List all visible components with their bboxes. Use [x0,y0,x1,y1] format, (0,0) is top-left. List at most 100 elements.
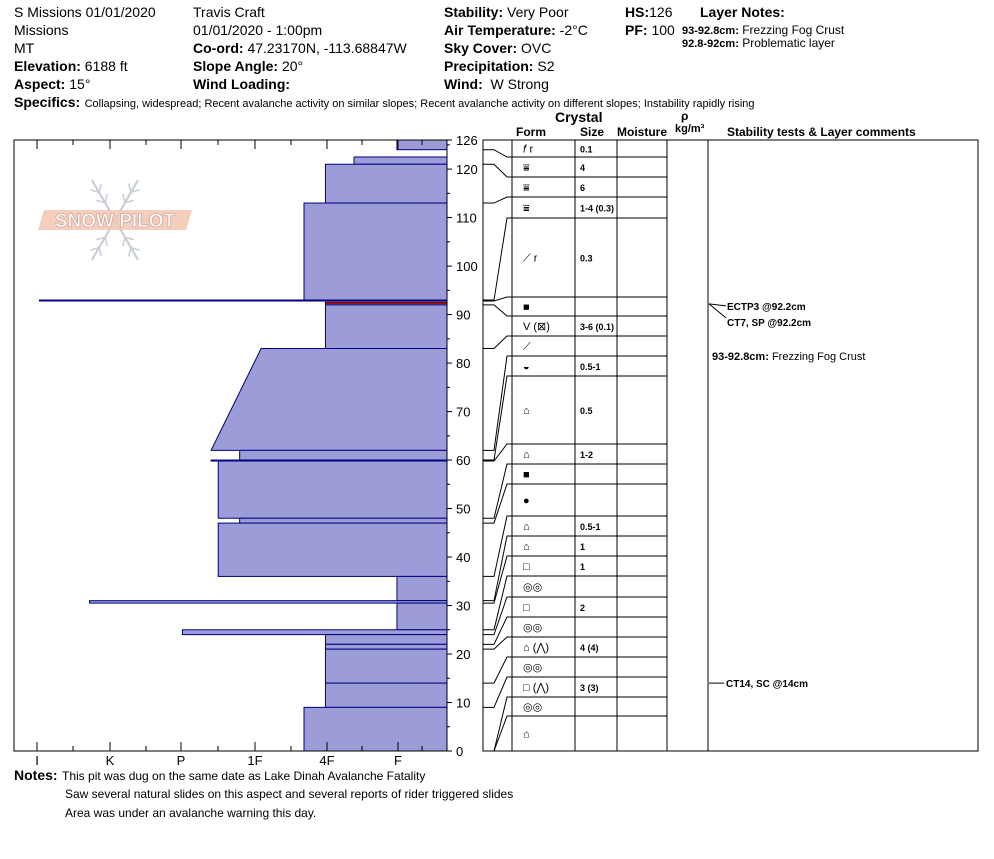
layer-comment-text: Frezzing Fog Crust [772,351,866,363]
hardness-layer [324,643,448,650]
aspect-label: Aspect: [14,76,66,92]
crystal-size: 0.5 [580,406,593,416]
layer-note-text: Frezzing Fog Crust [742,23,845,37]
observer: Travis Craft [193,4,265,20]
site-date: S Missions 01/01/2020 [14,4,156,20]
y-tick-label: 70 [456,405,470,420]
crystal-header: Crystal [555,109,603,125]
crystal-size: 4 (4) [580,643,599,653]
crystal-form: ⩸ [523,182,530,194]
plot-frame [13,139,448,752]
hardness-layer [324,648,448,684]
comment-pointer [708,303,727,319]
layer-note: 93-92.8cm: Frezzing Fog Crust [682,24,844,37]
aspect: Aspect: 15° [14,77,90,91]
chart-axes: 0 10 20 30 40 50 60 70 80 90 100 110 120 126 I K P 1F 4F F [13,133,478,768]
y-tick-label: 0 [456,744,463,759]
stability-comment: CT14, SC @14cm [726,679,808,690]
notes: Notes: This pit was dug on the same date… [14,768,425,784]
notes-label: Notes: [14,767,58,783]
layer-note-range: 93-92.8cm: [682,25,739,37]
crystal-form: ⌂ [523,405,530,417]
slope-angle: Slope Angle: 20° [193,59,303,73]
snowflake-branch [127,183,132,193]
snowflake-branch [90,246,100,251]
snowflake-branch [124,236,134,241]
depth-connector [483,676,512,708]
crystal-form: V (⊠) [523,321,550,333]
air-temp-value: -2°C [559,22,588,38]
range-name: Missions [14,22,69,38]
crystal-form: ● [523,495,530,507]
crystal-size: 0.5-1 [580,522,601,532]
crystal-size: 6 [580,183,585,193]
y-tick-label: 30 [456,599,470,614]
y-tick-label: 126 [456,133,478,148]
crystal-size: 3 (3) [580,683,599,693]
table-frame [482,139,979,752]
crystal-form: □ [523,602,530,614]
depth-connector [483,335,512,350]
crystal-form: ⌂ [523,541,530,553]
sky-label: Sky Cover: [444,40,518,56]
hardness-layer [239,517,448,524]
logo-banner [38,210,192,230]
snowflake-branch [127,247,132,257]
hardness-layer [217,460,448,519]
crystal-table: 𝑓 r 0.1 ⩸ 4 ⩸ 6 ⩸ 1-4 (0.3) ⟋ r 0.3 ■ V (⊠) 3-6 (0.1… [482,139,979,752]
specifics-label: Specifics: [14,94,81,110]
hardness-layer [324,682,448,708]
snowflake-branch [96,236,106,241]
x-tick-label: P [177,753,186,768]
hardness-layer [396,575,448,602]
air-temp-label: Air Temperature: [444,22,556,38]
layer-note-text: Problematic layer [742,36,835,50]
hardness-layer [353,156,448,165]
crystal-size: 3-6 (0.1) [580,322,614,332]
hardness-layer [396,602,448,631]
layer-note: 92.8-92cm: Problematic layer [682,37,835,50]
snowflake-branch [96,199,106,204]
y-tick-label: 100 [456,259,478,274]
hs-label: HS: [625,4,650,20]
snowpilot-logo: SNOW PILOT [38,179,192,261]
crystal-form: ⌂ [523,729,530,741]
coord-value: 47.23170N, -113.68847W [247,40,407,56]
depth-connector [483,296,512,302]
x-tick-label: F [394,753,402,768]
y-tick-label: 60 [456,453,470,468]
hardness-layer [303,202,448,301]
layer-comment-range: 93-92.8cm: [712,351,772,363]
crystal-size: 0.5-1 [580,362,601,372]
y-tick-label: 40 [456,550,470,565]
depth-connector [483,217,512,301]
crystal-size: 1 [580,562,585,572]
slope-value: 20° [281,58,304,74]
hardness-layer [303,706,448,752]
crystal-size: 0.3 [580,254,593,264]
size-header: Size [580,125,605,139]
snowflake-branch [124,199,134,204]
crystal-size: 1-4 (0.3) [580,204,614,214]
datetime: 01/01/2020 - 1:00pm [193,22,323,38]
crystal-form: 𝑓 r [523,144,533,156]
comment-pointer [708,303,727,307]
x-tick-label: 4F [319,753,334,768]
sky-cover: Sky Cover: OVC [444,41,551,55]
moisture-header: Moisture [617,125,668,139]
elevation-label: Elevation: [14,58,81,74]
coord-label: Co-ord: [193,40,244,56]
notes-line: Saw several natural slides on this aspec… [65,787,514,801]
elevation-value: 6188 ft [84,58,128,74]
precip-value: S2 [537,58,555,74]
depth-connector [483,443,512,462]
aspect-value: 15° [69,76,91,92]
y-tick-label: 110 [456,211,477,226]
precip-label: Precipitation: [444,58,534,74]
snowflake-branch [104,193,109,203]
coordinates: Co-ord: 47.23170N, -113.68847W [193,41,407,55]
crystal-form: ⩸ [523,162,530,174]
pf-value: 100 [651,22,675,38]
hardness-layer [217,522,448,577]
